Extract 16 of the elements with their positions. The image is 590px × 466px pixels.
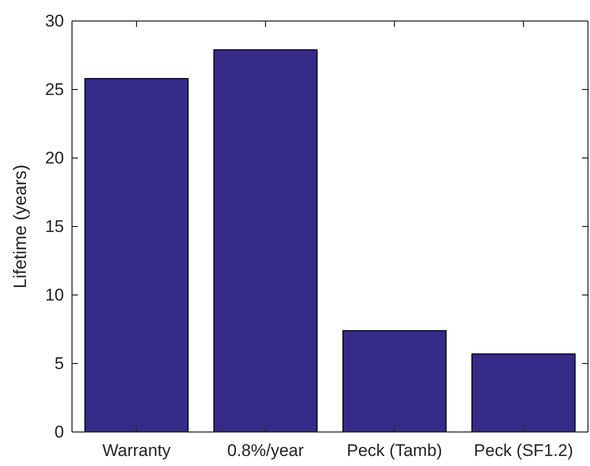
y-tick-label: 5 — [54, 354, 64, 373]
bar — [342, 330, 447, 432]
x-tick-label: Peck (Tamb) — [346, 441, 442, 460]
y-tick-label: 15 — [45, 216, 64, 236]
bar — [471, 353, 576, 432]
y-tick-label: 0 — [54, 422, 64, 442]
x-tick-label: Peck (SF1.2) — [474, 441, 574, 460]
x-tick-label: 0.8%/year — [227, 441, 304, 460]
y-tick-label: 20 — [45, 148, 64, 168]
y-tick-label: 10 — [45, 285, 64, 304]
bar — [84, 78, 189, 432]
y-tick-label: 25 — [45, 80, 64, 99]
y-tick-label: 30 — [45, 11, 64, 30]
y-axis-title: Lifetime (years) — [10, 164, 30, 289]
x-tick-label: Warranty — [102, 441, 172, 460]
bar — [213, 49, 318, 432]
